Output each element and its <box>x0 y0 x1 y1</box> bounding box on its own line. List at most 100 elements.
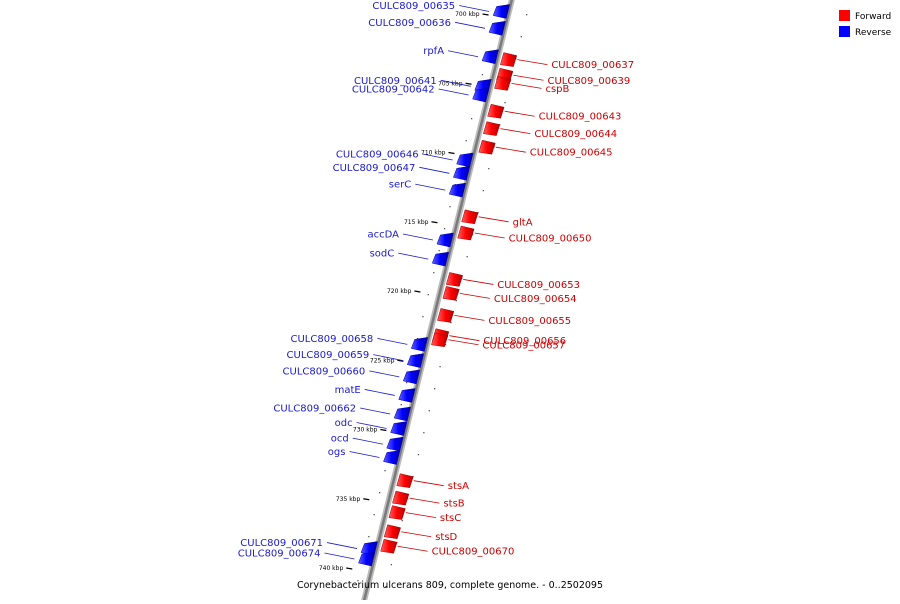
gene-CULC809_00657[interactable]: CULC809_00657 <box>431 332 565 352</box>
gene-stsA[interactable]: stsA <box>396 473 469 493</box>
gene-arrow[interactable] <box>487 103 505 119</box>
gene-arrow[interactable] <box>437 308 455 323</box>
gene-label[interactable]: ocd <box>331 434 349 445</box>
gene-CULC809_00654[interactable]: CULC809_00654 <box>442 286 577 305</box>
gene-label[interactable]: CULC809_00650 <box>509 234 592 245</box>
gene-CULC809_00674[interactable]: CULC809_00674 <box>238 549 376 567</box>
gene-CULC809_00650[interactable]: CULC809_00650 <box>457 225 592 245</box>
gene-arrow[interactable] <box>406 353 425 368</box>
gene-serC[interactable]: serC <box>389 180 467 198</box>
gene-arrow[interactable] <box>393 406 411 422</box>
gene-ogs[interactable]: ogs <box>328 447 401 465</box>
gene-arrow[interactable] <box>392 490 410 506</box>
gene-CULC809_00646[interactable]: CULC809_00646 <box>336 149 474 168</box>
gene-CULC809_00645[interactable]: CULC809_00645 <box>478 139 613 159</box>
gene-arrow[interactable] <box>492 4 510 19</box>
gene-arrow[interactable] <box>410 337 429 352</box>
gene-label[interactable]: CULC809_00653 <box>497 280 580 291</box>
gene-CULC809_00647[interactable]: CULC809_00647 <box>333 163 471 181</box>
gene-label[interactable]: CULC809_00635 <box>372 1 455 12</box>
gene-arrow[interactable] <box>472 87 490 103</box>
gene-arrow[interactable] <box>436 232 454 248</box>
gene-odc[interactable]: odc <box>335 418 408 436</box>
gene-CULC809_00670[interactable]: CULC809_00670 <box>380 538 515 558</box>
gene-CULC809_00642[interactable]: CULC809_00642 <box>352 85 490 103</box>
gene-matE[interactable]: matE <box>335 385 416 403</box>
gene-label[interactable]: CULC809_00641 <box>354 76 437 87</box>
gene-label[interactable]: CULC809_00645 <box>530 148 613 159</box>
gene-arrow[interactable] <box>481 49 499 65</box>
gene-CULC809_00659[interactable]: CULC809_00659 <box>287 350 425 368</box>
gene-arrow[interactable] <box>448 182 467 198</box>
gene-CULC809_00653[interactable]: CULC809_00653 <box>445 272 580 291</box>
gene-label[interactable]: sodC <box>370 249 395 260</box>
gene-arrow[interactable] <box>494 76 512 91</box>
gene-label[interactable]: serC <box>389 180 411 191</box>
gene-arrow[interactable] <box>388 505 406 520</box>
gene-arrow[interactable] <box>453 165 471 181</box>
gene-arrow[interactable] <box>500 52 518 67</box>
gene-CULC809_00662[interactable]: CULC809_00662 <box>273 404 411 422</box>
gene-label[interactable]: CULC809_00655 <box>488 316 571 327</box>
gene-label[interactable]: CULC809_00643 <box>539 112 622 123</box>
gene-label[interactable]: CULC809_00647 <box>333 163 416 174</box>
gene-CULC809_00636[interactable]: CULC809_00636 <box>368 18 506 36</box>
gene-arrow[interactable] <box>383 450 401 465</box>
gene-label[interactable]: stsB <box>443 499 464 510</box>
gene-arrow[interactable] <box>431 251 450 267</box>
gene-label[interactable]: gltA <box>513 217 533 228</box>
gene-arrow[interactable] <box>457 225 475 241</box>
gene-label[interactable]: CULC809_00674 <box>238 549 321 560</box>
gene-label[interactable]: CULC809_00660 <box>283 366 366 377</box>
gene-label[interactable]: accDA <box>367 230 399 241</box>
gene-label[interactable]: CULC809_00637 <box>551 60 634 71</box>
gene-gltA[interactable]: gltA <box>461 209 533 229</box>
gene-label[interactable]: CULC809_00642 <box>352 85 435 96</box>
gene-arrow[interactable] <box>398 388 416 403</box>
gene-label[interactable]: cspB <box>545 84 569 95</box>
gene-label[interactable]: CULC809_00659 <box>287 350 370 361</box>
gene-label[interactable]: rpfA <box>423 46 444 57</box>
gene-stsC[interactable]: stsC <box>388 505 461 524</box>
gene-label[interactable]: ogs <box>328 447 346 458</box>
gene-stsB[interactable]: stsB <box>392 490 465 510</box>
gene-CULC809_00660[interactable]: CULC809_00660 <box>283 366 421 385</box>
gene-label[interactable]: CULC809_00654 <box>494 294 577 305</box>
gene-label[interactable]: CULC809_00636 <box>368 18 451 29</box>
gene-label[interactable]: CULC809_00639 <box>547 76 630 87</box>
gene-arrow[interactable] <box>445 272 464 287</box>
gene-label[interactable]: CULC809_00671 <box>240 538 323 549</box>
gene-label[interactable]: CULC809_00658 <box>291 334 374 345</box>
gene-label[interactable]: matE <box>335 385 361 396</box>
gene-arrow[interactable] <box>488 20 506 36</box>
gene-arrow[interactable] <box>358 551 376 567</box>
gene-label[interactable]: CULC809_00657 <box>482 340 565 351</box>
gene-label[interactable]: CULC809_00662 <box>273 404 356 415</box>
gene-arrow[interactable] <box>402 369 421 385</box>
gene-arrow[interactable] <box>442 286 460 301</box>
gene-label[interactable]: stsC <box>440 513 461 524</box>
gene-arrow[interactable] <box>483 121 501 136</box>
gene-label[interactable]: CULC809_00656 <box>483 336 566 347</box>
gene-stsD[interactable]: stsD <box>383 524 458 544</box>
gene-accDA[interactable]: accDA <box>367 230 454 248</box>
gene-CULC809_00643[interactable]: CULC809_00643 <box>487 103 622 123</box>
gene-arrow[interactable] <box>390 421 408 436</box>
gene-CULC809_00655[interactable]: CULC809_00655 <box>437 308 571 327</box>
gene-sodC[interactable]: sodC <box>370 249 450 267</box>
gene-CULC809_00635[interactable]: CULC809_00635 <box>372 1 510 19</box>
gene-CULC809_00658[interactable]: CULC809_00658 <box>291 334 429 352</box>
gene-label[interactable]: stsA <box>448 481 469 492</box>
gene-CULC809_00637[interactable]: CULC809_00637 <box>500 52 634 72</box>
gene-arrow[interactable] <box>461 209 479 225</box>
gene-arrow[interactable] <box>380 538 398 554</box>
gene-rpfA[interactable]: rpfA <box>423 46 499 65</box>
gene-label[interactable]: stsD <box>435 532 457 543</box>
gene-CULC809_00644[interactable]: CULC809_00644 <box>483 121 617 141</box>
gene-cspB[interactable]: cspB <box>494 76 570 95</box>
gene-arrow[interactable] <box>431 332 449 348</box>
gene-label[interactable]: CULC809_00670 <box>432 547 515 558</box>
gene-arrow[interactable] <box>478 139 496 155</box>
